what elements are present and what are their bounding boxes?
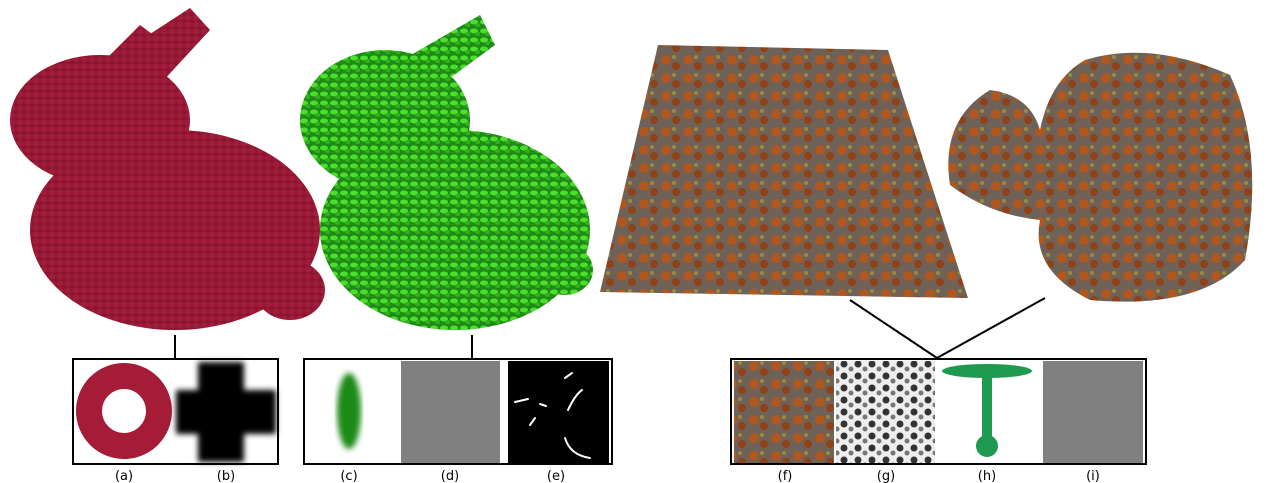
panel-label: (h)	[978, 469, 996, 483]
panel-label: (i)	[1086, 469, 1100, 483]
panel-label: (c)	[340, 469, 357, 483]
red-bunny	[10, 8, 325, 330]
panel-label: (g)	[877, 469, 895, 483]
panel-label: (d)	[441, 469, 459, 483]
panel-label: (a)	[115, 469, 133, 483]
labels: (a) (b) (c) (d) (e) (f) (g) (h) (i)	[115, 469, 1100, 483]
figure: (a) (b) (c) (d) (e) (f) (g) (h) (i)	[0, 0, 1279, 483]
leaf-texture	[337, 373, 361, 449]
panel-label: (e)	[547, 469, 565, 483]
gray-texture	[401, 361, 500, 463]
panel-label: (f)	[778, 469, 793, 483]
panel-label: (b)	[217, 469, 235, 483]
lichen-blob	[948, 53, 1252, 302]
height-texture	[836, 361, 935, 463]
gray-texture	[1043, 361, 1143, 463]
lichen-plane	[600, 45, 968, 298]
green-bunny	[300, 15, 593, 330]
lichen-texture	[734, 361, 834, 463]
mask-texture	[508, 361, 609, 463]
